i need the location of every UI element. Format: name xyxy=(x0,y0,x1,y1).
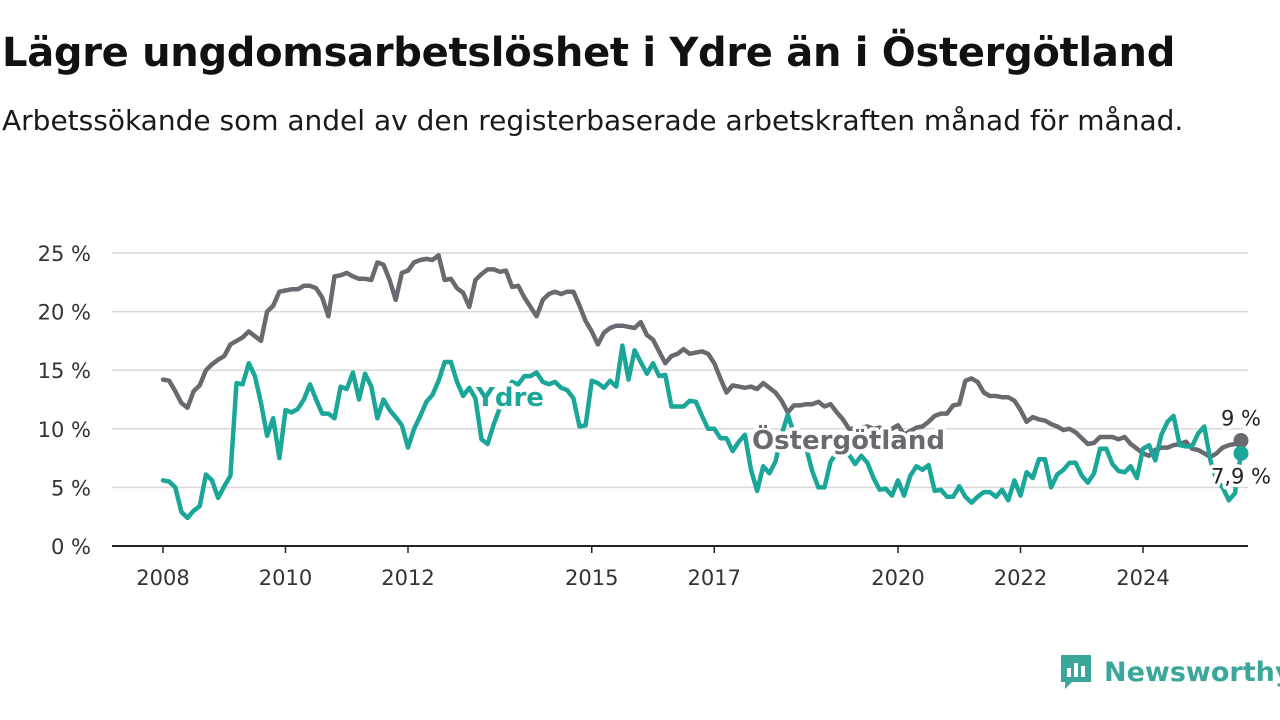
x-tick-label: 2010 xyxy=(259,566,312,590)
end-point-ydre xyxy=(1233,445,1249,461)
brand-name: Newsworthy xyxy=(1104,656,1280,688)
y-tick-label: 5 % xyxy=(51,476,91,500)
x-tick-label: 2022 xyxy=(994,566,1047,590)
end-value-ostergotland-halo: 9 % xyxy=(1221,407,1261,431)
y-tick-label: 20 % xyxy=(38,301,91,325)
chart-subtitle: Arbetssökande som andel av den registerb… xyxy=(2,104,1184,137)
x-tick-label: 2012 xyxy=(381,566,434,590)
end-point-sterg-tland xyxy=(1233,433,1249,449)
x-tick-label: 2020 xyxy=(871,566,924,590)
x-axis: 2008 2010 2012 2015 2017 2020 2022 2024 xyxy=(112,545,1248,590)
chart-title: Lägre ungdomsarbetslöshet i Ydre än i Ös… xyxy=(2,30,1176,76)
x-tick-label: 2024 xyxy=(1116,566,1169,590)
series-line-sterg-tland xyxy=(160,253,1244,460)
end-value-ostergotland: 9 % xyxy=(1221,407,1261,431)
series-label-ydre-halo: Ydre xyxy=(475,383,544,413)
newsworthy-logo-icon xyxy=(1061,655,1091,689)
series-lines xyxy=(160,253,1249,521)
newsworthy-logo[interactable]: Newsworthy xyxy=(1058,652,1280,692)
series-label-ydre: Ydre xyxy=(475,383,544,413)
end-value-ydre-halo: 7,9 % xyxy=(1211,464,1271,488)
series-line-ydre xyxy=(160,343,1244,521)
y-tick-label: 25 % xyxy=(38,242,91,266)
series-label-ostergotland-halo: Östergötland xyxy=(752,423,945,456)
x-tick-label: 2008 xyxy=(136,566,189,590)
y-tick-label: 15 % xyxy=(38,359,91,383)
y-tick-label: 10 % xyxy=(38,418,91,442)
x-tick-label: 2015 xyxy=(565,566,618,590)
x-tick-label: 2017 xyxy=(688,566,741,590)
y-axis: 0 % 5 % 10 % 15 % 20 % 25 % xyxy=(38,242,91,559)
end-value-ydre: 7,9 % xyxy=(1211,464,1271,488)
series-label-ostergotland: Östergötland xyxy=(752,423,945,456)
y-tick-label: 0 % xyxy=(51,535,91,559)
